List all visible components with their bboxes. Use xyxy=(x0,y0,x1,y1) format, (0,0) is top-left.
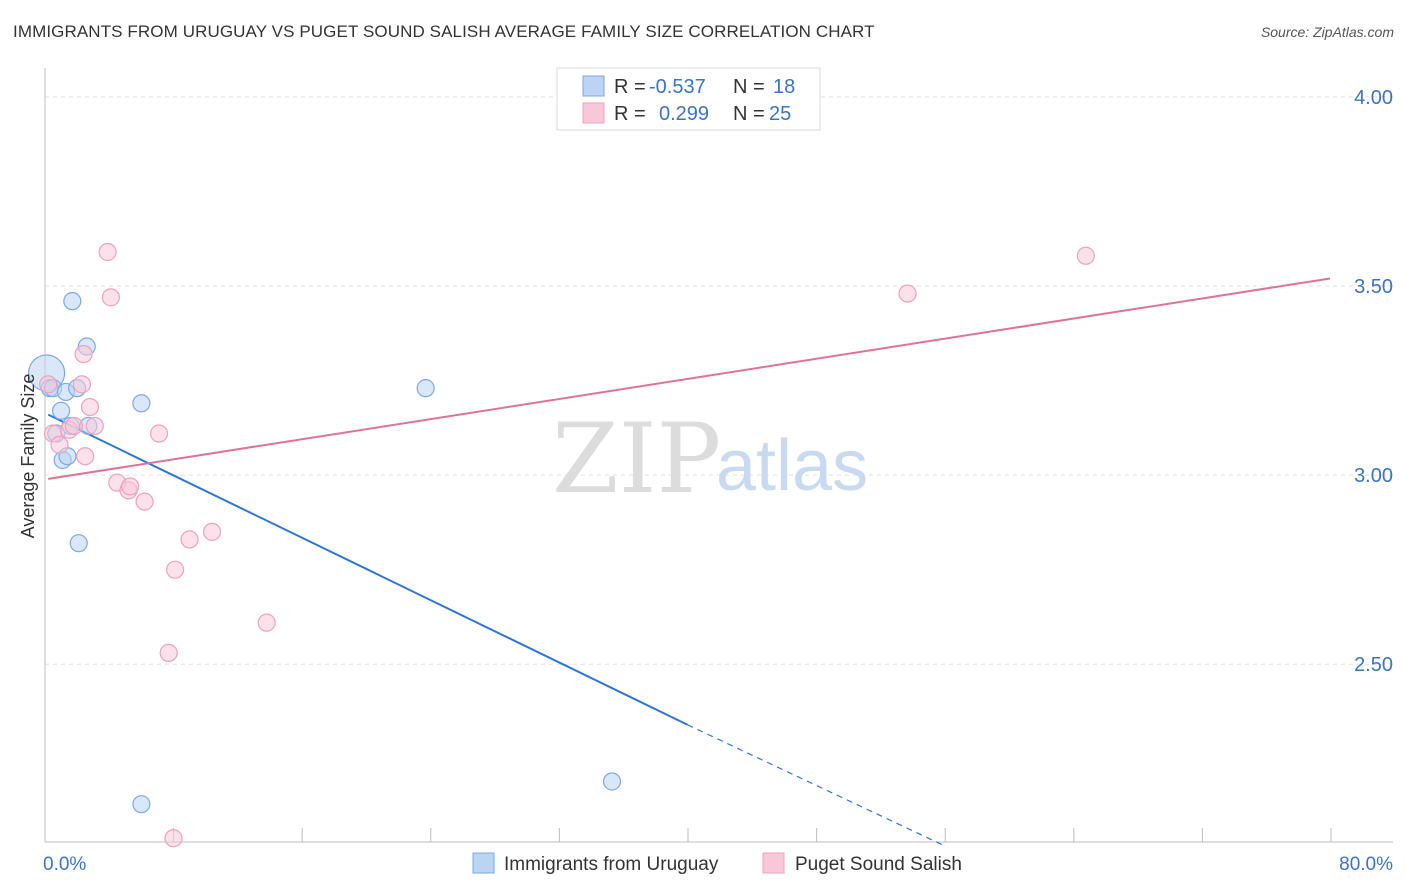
y-tick-label-2: 3.50 xyxy=(1354,276,1393,298)
point-series-1-11 xyxy=(101,288,120,307)
y-tick-label-3: 4.00 xyxy=(1354,87,1393,109)
trend-lines xyxy=(47,277,1331,847)
legend-r-value-salish: 0.299 xyxy=(659,103,709,125)
legend-r-label-uruguay: R = xyxy=(614,76,646,98)
data-points xyxy=(28,242,1095,848)
point-series-1-6 xyxy=(74,344,93,364)
point-series-1-15 xyxy=(135,492,154,511)
point-series-1-10 xyxy=(98,242,117,262)
trend-line-extension-series-0 xyxy=(687,724,945,847)
point-series-1-8 xyxy=(80,397,100,417)
point-series-1-5 xyxy=(72,375,92,394)
point-series-1-22 xyxy=(257,613,276,632)
point-series-1-0 xyxy=(39,375,58,394)
gridlines xyxy=(45,96,1393,665)
point-series-0-4 xyxy=(51,401,71,420)
y-tick-labels: 2.50 3.00 3.50 4.00 xyxy=(1354,87,1393,676)
point-series-1-17 xyxy=(159,643,178,662)
point-series-1-24 xyxy=(1076,246,1095,265)
bottom-legend-swatch-uruguay xyxy=(472,852,495,874)
legend-n-value-salish: 25 xyxy=(769,103,791,125)
point-series-1-7 xyxy=(76,447,95,466)
legend-swatch-salish xyxy=(582,102,605,124)
legend-swatch-uruguay xyxy=(582,75,605,97)
trend-line-series-1 xyxy=(48,277,1331,480)
point-series-0-15 xyxy=(132,795,151,814)
point-series-1-4 xyxy=(64,416,84,436)
y-tick-label-0: 2.50 xyxy=(1354,654,1393,676)
legend-n-label-uruguay: N = xyxy=(733,76,765,98)
point-series-1-9 xyxy=(85,416,104,436)
bottom-legend: Immigrants from Uruguay Puget Sound Sali… xyxy=(472,852,962,875)
bottom-legend-label-uruguay: Immigrants from Uruguay xyxy=(504,854,719,875)
watermark-atlas: atlas xyxy=(716,426,868,506)
point-series-0-17 xyxy=(602,772,622,791)
legend-r-value-uruguay: -0.537 xyxy=(649,76,706,98)
bottom-legend-swatch-salish xyxy=(762,852,785,874)
point-series-1-20 xyxy=(180,530,199,549)
watermark-zip: ZIP xyxy=(552,403,721,515)
x-tick-label-max: 80.0% xyxy=(1339,854,1393,875)
legend-n-label-salish: N = xyxy=(733,103,765,125)
y-tick-label-1: 3.00 xyxy=(1354,465,1393,487)
point-series-0-9 xyxy=(63,292,82,311)
point-series-0-16 xyxy=(416,379,435,398)
x-tick-label-min: 0.0% xyxy=(43,854,86,875)
point-series-0-11 xyxy=(69,534,88,553)
point-series-0-14 xyxy=(132,394,151,413)
chart-title: IMMIGRANTS FROM URUGUAY VS PUGET SOUND S… xyxy=(13,22,875,41)
point-series-1-19 xyxy=(166,560,185,579)
point-series-1-18 xyxy=(164,829,183,848)
legend-r-label-salish: R = xyxy=(614,103,646,125)
point-series-1-23 xyxy=(898,284,917,303)
top-legend: R = -0.537 N = 18 R = 0.299 N = 25 xyxy=(556,67,821,131)
bottom-legend-label-salish: Puget Sound Salish xyxy=(795,854,962,875)
chart-source: Source: ZipAtlas.com xyxy=(1260,24,1394,40)
point-series-1-16 xyxy=(149,424,169,443)
point-series-1-2 xyxy=(50,435,69,454)
legend-n-value-uruguay: 18 xyxy=(773,76,795,98)
point-series-1-14 xyxy=(121,477,140,496)
point-series-1-21 xyxy=(202,522,222,541)
y-axis-title: Average Family Size xyxy=(18,374,38,539)
trend-line-series-0 xyxy=(47,413,688,726)
